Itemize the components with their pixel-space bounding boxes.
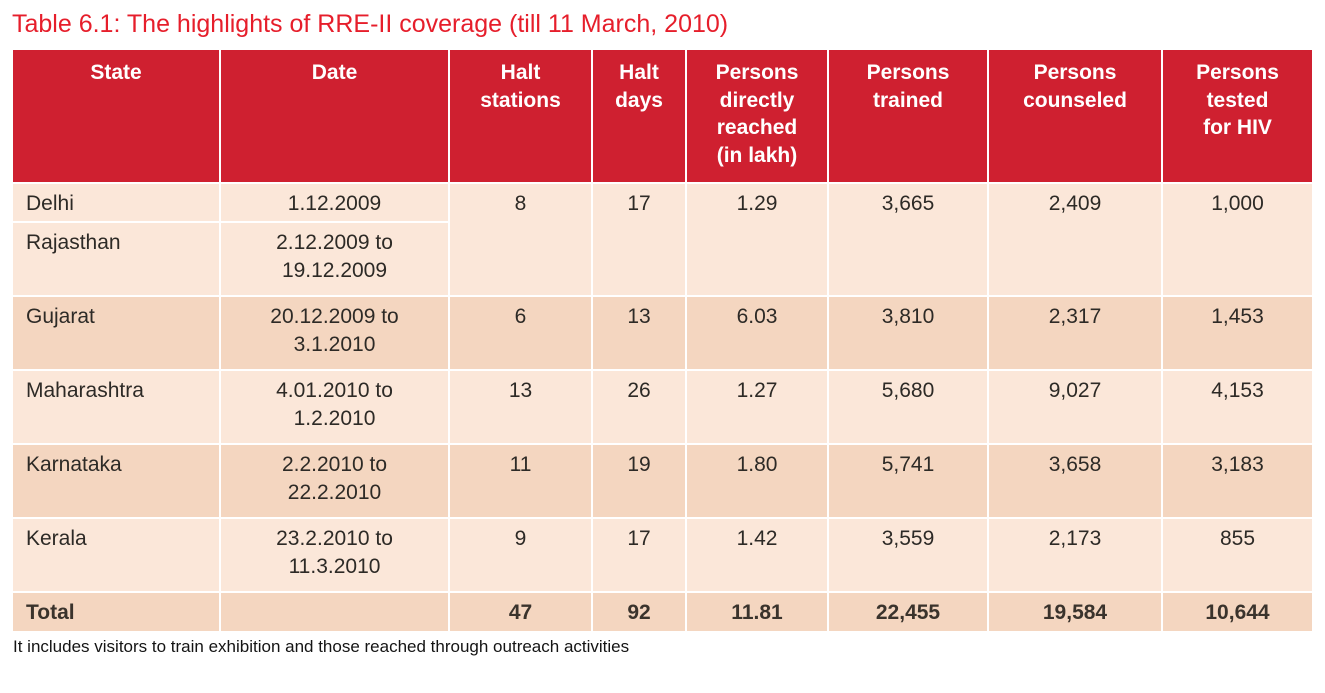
col-header-halt-days: Halt days xyxy=(593,50,685,182)
cell-persons-reached: 6.03 xyxy=(687,297,827,370)
cell-persons-tested: 3,183 xyxy=(1163,445,1312,518)
cell-halt-days-total: 92 xyxy=(593,593,685,631)
col-header-state: State xyxy=(13,50,219,182)
table-header-row: State Date Halt stations Halt days Perso… xyxy=(13,50,1312,182)
cell-persons-counseled: 3,658 xyxy=(989,445,1161,518)
cell-persons-trained: 5,680 xyxy=(829,371,987,444)
col-header-persons-counseled: Persons counseled xyxy=(989,50,1161,182)
page-title: Table 6.1: The highlights of RRE-II cove… xyxy=(12,10,729,38)
cell-persons-reached-total: 11.81 xyxy=(687,593,827,631)
cell-date: 2.12.2009 to 19.12.2009 xyxy=(221,223,448,296)
cell-halt-stations-total: 47 xyxy=(450,593,591,631)
cell-persons-reached: 1.42 xyxy=(687,519,827,592)
cell-persons-counseled: 9,027 xyxy=(989,371,1161,444)
cell-halt-stations: 8 xyxy=(450,184,591,296)
table-row-kerala: Kerala 23.2.2010 to 11.3.2010 9 17 1.42 … xyxy=(13,519,1312,592)
table-row-delhi: Delhi 1.12.2009 8 17 1.29 3,665 2,409 1,… xyxy=(13,184,1312,296)
cell-state: Delhi xyxy=(13,184,219,222)
cell-persons-reached: 1.27 xyxy=(687,371,827,444)
cell-halt-stations: 11 xyxy=(450,445,591,518)
cell-state: Maharashtra xyxy=(13,371,219,444)
cell-halt-days: 26 xyxy=(593,371,685,444)
cell-persons-counseled-total: 19,584 xyxy=(989,593,1161,631)
col-header-persons-trained: Persons trained xyxy=(829,50,987,182)
cell-halt-days: 19 xyxy=(593,445,685,518)
cell-date: 1.12.2009 xyxy=(221,184,448,222)
cell-halt-stations: 9 xyxy=(450,519,591,592)
table-row-karnataka: Karnataka 2.2.2010 to 22.2.2010 11 19 1.… xyxy=(13,445,1312,518)
cell-state: Gujarat xyxy=(13,297,219,370)
cell-halt-stations: 13 xyxy=(450,371,591,444)
col-header-persons-tested: Persons tested for HIV xyxy=(1163,50,1312,182)
col-header-date: Date xyxy=(221,50,448,182)
cell-persons-tested: 855 xyxy=(1163,519,1312,592)
cell-persons-tested: 1,000 xyxy=(1163,184,1312,296)
cell-persons-tested: 1,453 xyxy=(1163,297,1312,370)
cell-persons-counseled: 2,409 xyxy=(989,184,1161,296)
cell-persons-counseled: 2,173 xyxy=(989,519,1161,592)
cell-halt-days: 13 xyxy=(593,297,685,370)
cell-date: 23.2.2010 to 11.3.2010 xyxy=(221,519,448,592)
cell-persons-tested-total: 10,644 xyxy=(1163,593,1312,631)
cell-persons-tested: 4,153 xyxy=(1163,371,1312,444)
cell-persons-trained-total: 22,455 xyxy=(829,593,987,631)
table-footnote: It includes visitors to train exhibition… xyxy=(13,636,630,656)
cell-date: 2.2.2010 to 22.2.2010 xyxy=(221,445,448,518)
table-row-maharashtra: Maharashtra 4.01.2010 to 1.2.2010 13 26 … xyxy=(13,371,1312,444)
table-row-gujarat: Gujarat 20.12.2009 to 3.1.2010 6 13 6.03… xyxy=(13,297,1312,370)
cell-persons-reached: 1.29 xyxy=(687,184,827,296)
cell-date: 4.01.2010 to 1.2.2010 xyxy=(221,371,448,444)
table-row-total: Total 47 92 11.81 22,455 19,584 10,644 xyxy=(13,593,1312,631)
cell-date: 20.12.2009 to 3.1.2010 xyxy=(221,297,448,370)
cell-persons-counseled: 2,317 xyxy=(989,297,1161,370)
cell-state: Kerala xyxy=(13,519,219,592)
col-header-halt-stations: Halt stations xyxy=(450,50,591,182)
table-row-rajasthan: Rajasthan 2.12.2009 to 19.12.2009 xyxy=(13,223,1312,296)
cell-halt-days: 17 xyxy=(593,519,685,592)
cell-date xyxy=(221,593,448,631)
coverage-table: State Date Halt stations Halt days Perso… xyxy=(11,48,1314,633)
cell-persons-trained: 3,665 xyxy=(829,184,987,296)
cell-persons-reached: 1.80 xyxy=(687,445,827,518)
cell-persons-trained: 3,810 xyxy=(829,297,987,370)
cell-halt-days: 17 xyxy=(593,184,685,296)
col-header-persons-reached: Persons directly reached (in lakh) xyxy=(687,50,827,182)
cell-persons-trained: 3,559 xyxy=(829,519,987,592)
cell-state: Karnataka xyxy=(13,445,219,518)
cell-persons-trained: 5,741 xyxy=(829,445,987,518)
cell-state: Rajasthan xyxy=(13,223,219,296)
cell-total-label: Total xyxy=(13,593,219,631)
cell-halt-stations: 6 xyxy=(450,297,591,370)
